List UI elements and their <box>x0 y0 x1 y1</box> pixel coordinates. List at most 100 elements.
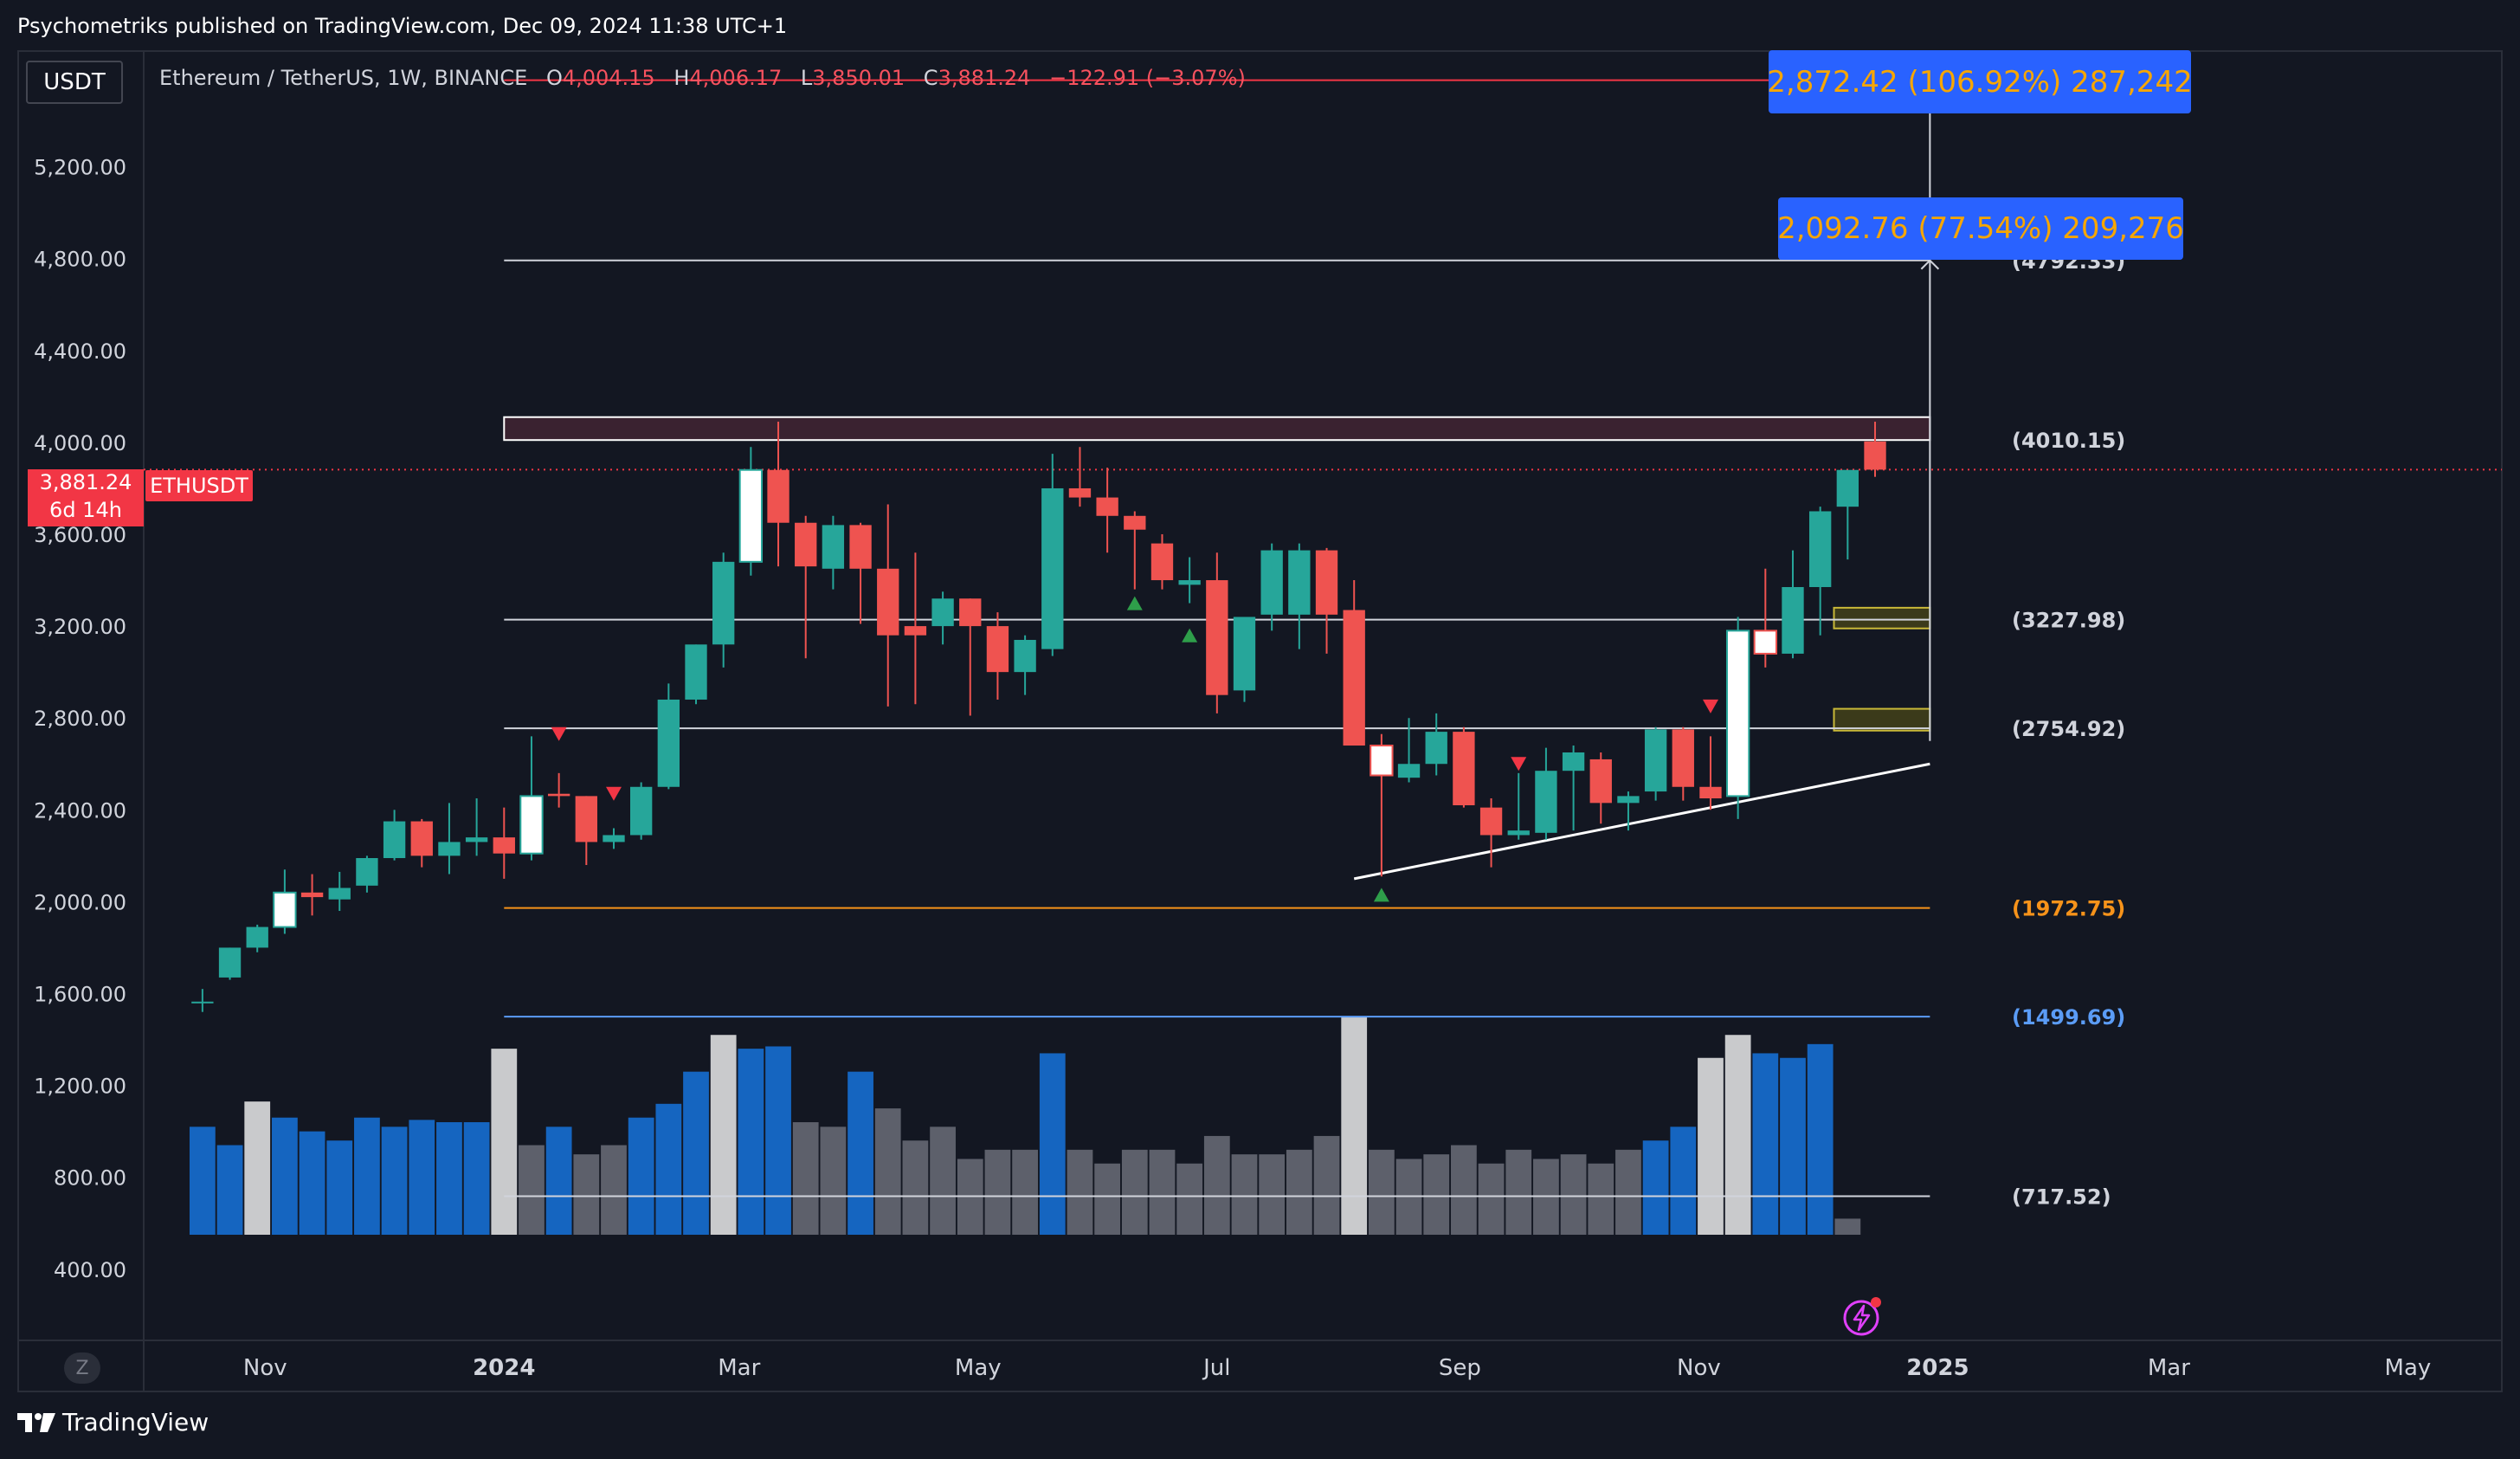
candle-body <box>959 598 982 627</box>
y-tick-label: 2,000.00 <box>34 890 126 914</box>
footer-brand[interactable]: TradingView <box>17 1408 209 1436</box>
candle-body <box>328 888 351 900</box>
volume-bar <box>683 1071 709 1235</box>
legend-symbol[interactable]: Ethereum / TetherUS, 1W, BINANCE <box>159 66 528 90</box>
volume-bar <box>655 1103 682 1235</box>
candle-body <box>1315 550 1338 615</box>
chart-frame[interactable] <box>17 50 2503 1392</box>
volume-bar <box>1560 1154 1587 1235</box>
volume-bar <box>326 1140 353 1235</box>
volume-bar <box>1642 1140 1669 1235</box>
candle-body <box>1041 487 1064 649</box>
candle-body <box>986 626 1009 673</box>
lightning-alert-icon[interactable] <box>1842 1295 1884 1337</box>
volume-bar <box>1039 1053 1066 1235</box>
legend-low-label: L <box>800 66 813 90</box>
yellow-zone <box>1833 606 1931 629</box>
candle-body <box>1672 729 1694 787</box>
candle-body <box>1864 441 1886 470</box>
volume-bar <box>738 1049 764 1235</box>
y-tick-label: 5,200.00 <box>34 156 126 180</box>
y-tick-label: 2,400.00 <box>34 798 126 823</box>
candle-body <box>629 786 653 836</box>
candle-body <box>1370 745 1394 777</box>
volume-bar <box>1176 1163 1203 1235</box>
volume-bar <box>491 1049 518 1235</box>
candle-body <box>849 525 872 569</box>
candle-body <box>273 891 297 928</box>
candle-body <box>1068 487 1092 498</box>
candle-body <box>519 795 544 855</box>
candle-body <box>1535 771 1557 833</box>
candle-body <box>904 626 927 636</box>
y-tick-label: 4,400.00 <box>34 339 126 364</box>
volume-bar <box>1807 1043 1834 1235</box>
legend-change: −122.91 (−3.07%) <box>1049 66 1246 90</box>
trendline <box>1353 762 1930 881</box>
volume-bar <box>1834 1218 1861 1235</box>
volume-bar <box>545 1127 572 1235</box>
volume-bar <box>984 1149 1011 1235</box>
volume-bar <box>1724 1035 1751 1235</box>
candle-body <box>738 468 764 563</box>
bar-countdown-tag: 6d 14h <box>28 495 144 526</box>
candle-body <box>1425 732 1447 765</box>
candle-body <box>1150 543 1174 581</box>
last-price-tag: 3,881.24 <box>28 469 144 495</box>
candle-body <box>1617 796 1640 804</box>
x-tick-label: Mar <box>2148 1355 2190 1381</box>
volume-bar <box>299 1131 325 1235</box>
x-tick-label: May <box>2385 1355 2432 1381</box>
volume-bar <box>1670 1127 1697 1235</box>
candle-body <box>300 892 324 898</box>
measure-arrow-icon <box>1920 259 1940 270</box>
z-button[interactable]: Z <box>64 1352 100 1384</box>
ohlc-legend: Ethereum / TetherUS, 1W, BINANCE O4,004.… <box>159 66 1246 90</box>
legend-close-value: 3,881.24 <box>938 66 1031 90</box>
candle-body <box>1178 580 1201 585</box>
measure-label-lower[interactable]: 2,092.76 (77.54%) 209,276 <box>1777 197 2184 260</box>
candle-body <box>1507 830 1530 836</box>
volume-bar <box>519 1145 545 1235</box>
currency-button[interactable]: USDT <box>26 61 123 104</box>
volume-bar <box>1094 1163 1121 1235</box>
candle-body <box>1699 786 1722 799</box>
measure-label-upper[interactable]: 2,872.42 (106.92%) 287,242 <box>1767 50 2193 113</box>
volume-bar <box>601 1145 627 1235</box>
yellow-zone <box>1833 707 1931 732</box>
buy-signal-icon <box>1126 596 1143 610</box>
candle-body <box>1836 469 1859 507</box>
volume-bar <box>1286 1149 1312 1235</box>
candle-body <box>712 561 735 645</box>
volume-bar <box>189 1127 216 1235</box>
level-label: (717.52) <box>2012 1185 2111 1210</box>
x-tick-label: May <box>955 1355 1002 1381</box>
candle-body <box>931 598 954 627</box>
candle-body <box>356 857 378 886</box>
resistance-zone <box>503 416 1931 442</box>
candle-body <box>1589 759 1612 804</box>
volume-bar <box>1588 1163 1614 1235</box>
y-tick-label: 4,000.00 <box>34 431 126 455</box>
x-tick-label: 2025 <box>1906 1355 1969 1381</box>
buy-signal-icon <box>1373 888 1389 902</box>
volume-bar <box>354 1117 380 1235</box>
candle-body <box>465 837 488 842</box>
candle-body <box>410 821 433 856</box>
publisher-caption: Psychometriks published on TradingView.c… <box>17 14 788 38</box>
tradingview-logo-icon <box>17 1412 55 1432</box>
candle-body <box>438 842 461 856</box>
volume-bar <box>848 1071 873 1235</box>
level-label: (3227.98) <box>2012 609 2125 633</box>
candle-body <box>603 835 625 842</box>
y-tick-label: 4,800.00 <box>34 248 126 272</box>
y-tick-label: 3,600.00 <box>34 523 126 547</box>
level-label: (1499.69) <box>2012 1005 2125 1030</box>
volume-bar <box>792 1122 819 1235</box>
candle-body <box>1753 629 1777 655</box>
volume-bar <box>1451 1145 1477 1235</box>
sell-signal-icon <box>605 786 622 801</box>
candle-body <box>1014 640 1036 673</box>
candle-body <box>795 522 817 567</box>
